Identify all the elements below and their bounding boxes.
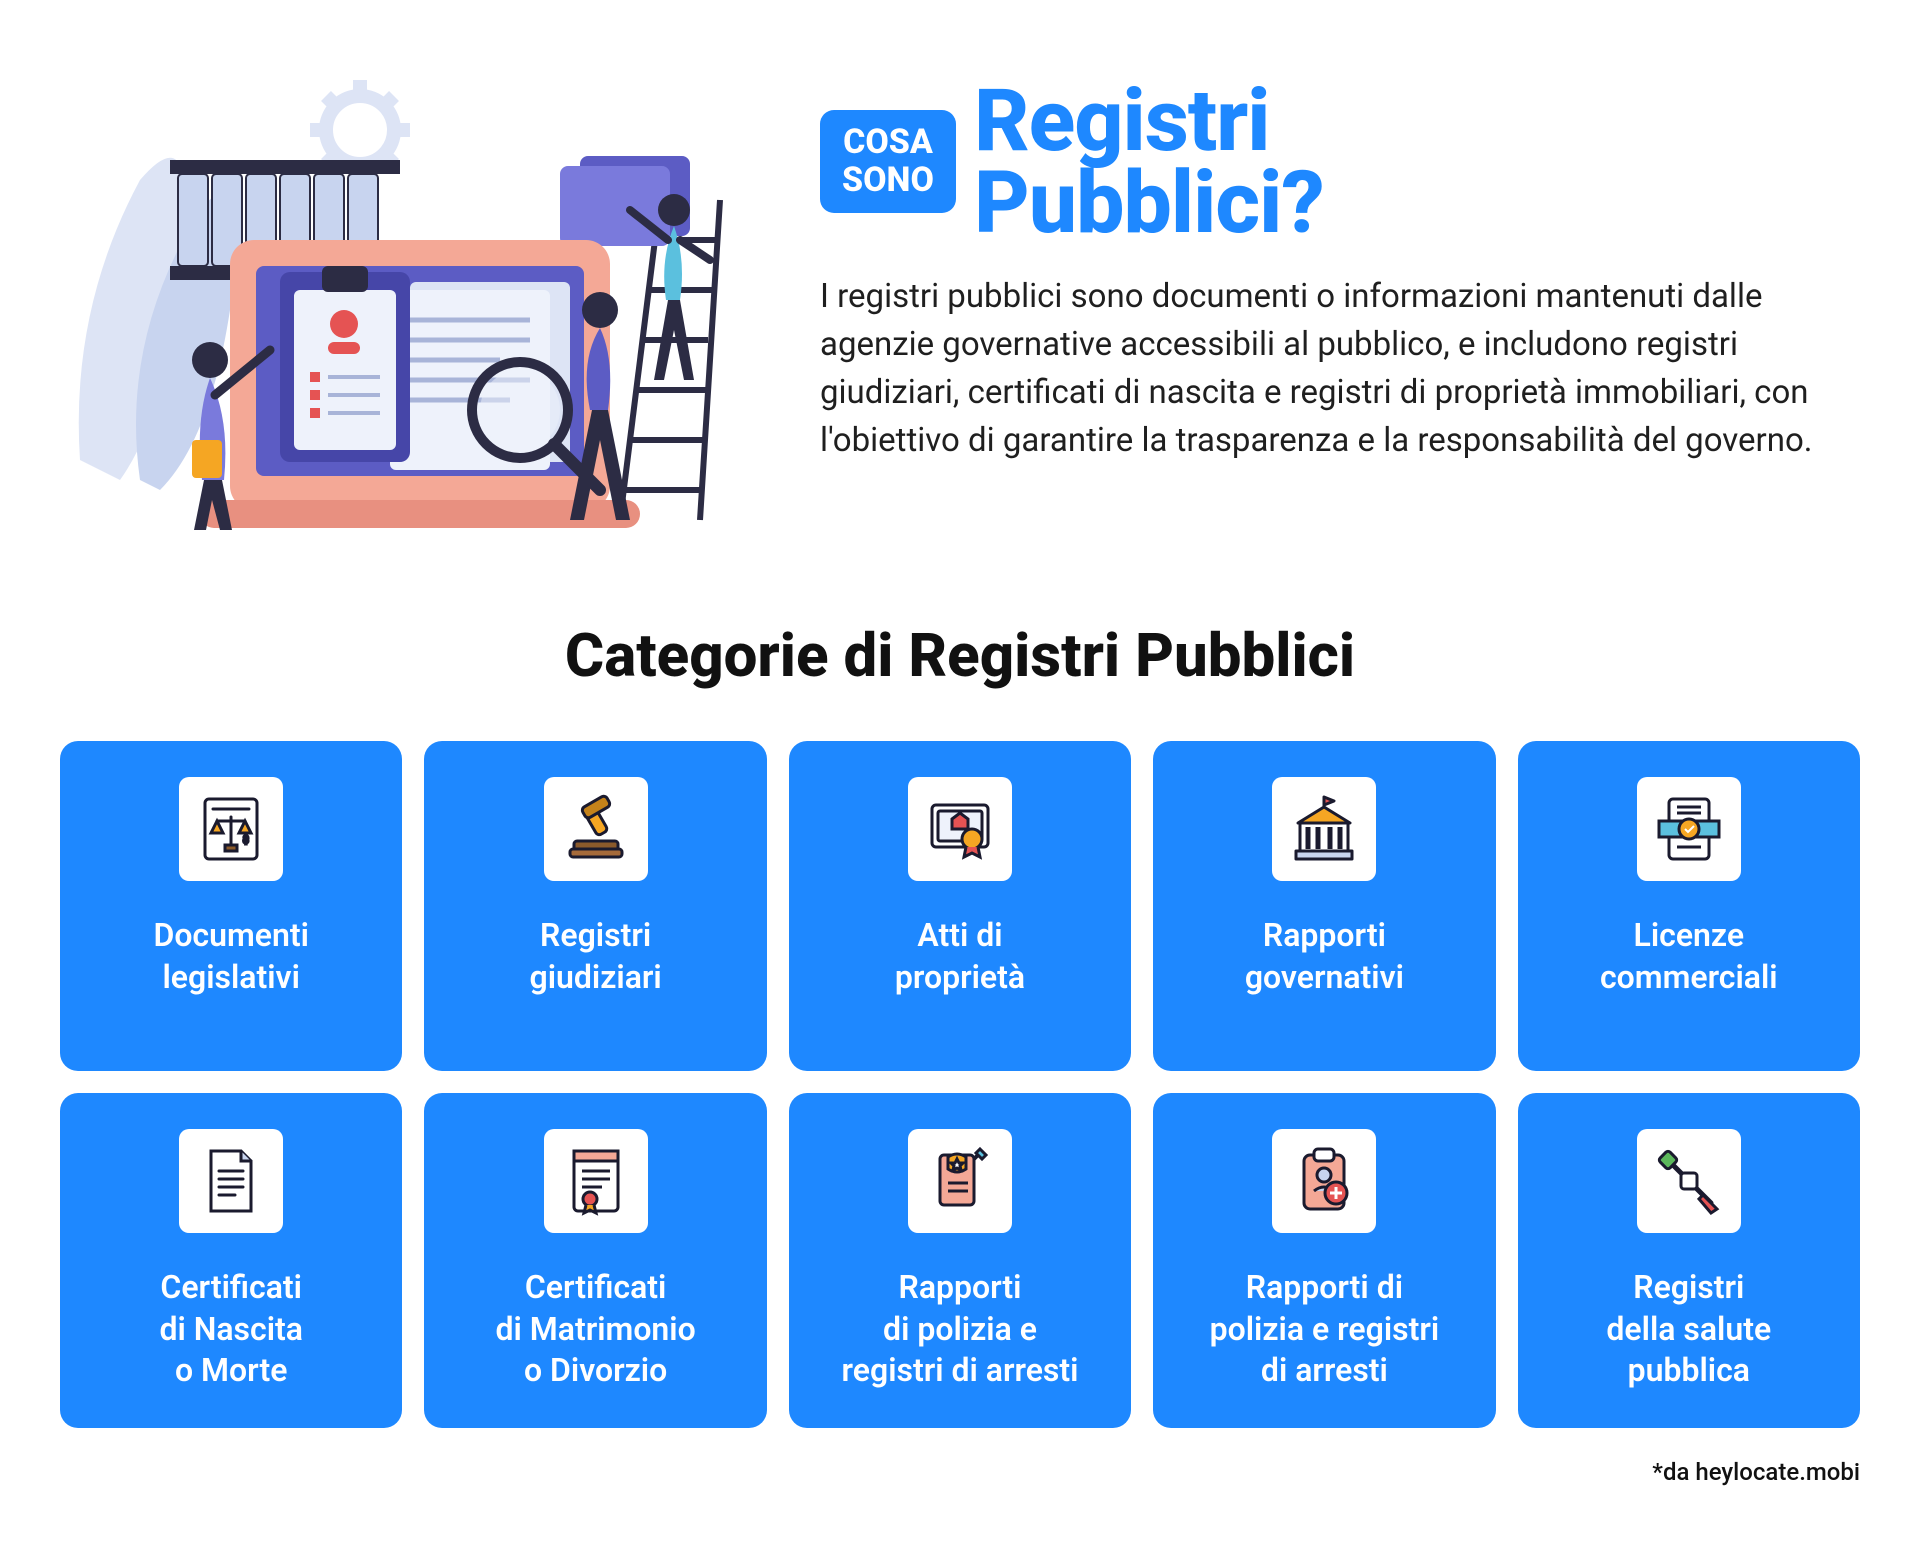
badge-line2: SONO xyxy=(842,162,934,199)
category-card: Registri della salute pubblica xyxy=(1518,1093,1860,1428)
document-icon xyxy=(179,1129,283,1233)
main-title: Registri Pubblici? xyxy=(974,80,1324,243)
marriage-cert-icon xyxy=(544,1129,648,1233)
title-badge: COSA SONO xyxy=(820,110,956,213)
section-title: Categorie di Registri Pubblici xyxy=(60,620,1860,691)
header-text: COSA SONO Registri Pubblici? I registri … xyxy=(820,60,1860,465)
card-label: Registri della salute pubblica xyxy=(1606,1267,1771,1392)
category-card: $ Documenti legislativi xyxy=(60,741,402,1071)
card-label: Rapporti di polizia e registri di arrest… xyxy=(842,1267,1079,1392)
svg-text:$: $ xyxy=(243,833,249,846)
category-card: Registri giudiziari xyxy=(424,741,766,1071)
card-label: Certificati di Nascita o Morte xyxy=(159,1267,303,1392)
card-label: Certificati di Matrimonio o Divorzio xyxy=(495,1267,695,1392)
badge-line1: COSA xyxy=(842,124,934,161)
scales-icon: $ xyxy=(179,777,283,881)
government-icon xyxy=(1272,777,1376,881)
category-card: Licenze commerciali xyxy=(1518,741,1860,1071)
card-label: Licenze commerciali xyxy=(1600,915,1778,998)
card-label: Rapporti governativi xyxy=(1245,915,1404,998)
category-grid: $ Documenti legislativi Registri giudizi… xyxy=(60,741,1860,1428)
attribution-text: *da heylocate.mobi xyxy=(60,1458,1860,1486)
header-section: COSA SONO Registri Pubblici? I registri … xyxy=(60,60,1860,540)
category-card: Certificati di Matrimonio o Divorzio xyxy=(424,1093,766,1428)
license-icon xyxy=(1637,777,1741,881)
title-line1: Registri xyxy=(974,80,1324,162)
certificate-icon xyxy=(908,777,1012,881)
hero-illustration xyxy=(60,60,760,540)
arrest-record-icon xyxy=(1272,1129,1376,1233)
category-card: Rapporti di polizia e registri di arrest… xyxy=(789,1093,1131,1428)
health-icon xyxy=(1637,1129,1741,1233)
category-card: Certificati di Nascita o Morte xyxy=(60,1093,402,1428)
category-card: Atti di proprietà xyxy=(789,741,1131,1071)
card-label: Atti di proprietà xyxy=(895,915,1025,998)
title-line2: Pubblici? xyxy=(974,162,1324,244)
gavel-icon xyxy=(544,777,648,881)
card-label: Documenti legislativi xyxy=(153,915,308,998)
card-label: Rapporti di polizia e registri di arrest… xyxy=(1210,1267,1440,1392)
records-illustration xyxy=(60,60,760,540)
category-card: Rapporti di polizia e registri di arrest… xyxy=(1153,1093,1495,1428)
card-label: Registri giudiziari xyxy=(529,915,661,998)
category-card: Rapporti governativi xyxy=(1153,741,1495,1071)
police-badge-icon xyxy=(908,1129,1012,1233)
title-row: COSA SONO Registri Pubblici? xyxy=(820,80,1860,243)
description-text: I registri pubblici sono documenti o inf… xyxy=(820,273,1860,464)
